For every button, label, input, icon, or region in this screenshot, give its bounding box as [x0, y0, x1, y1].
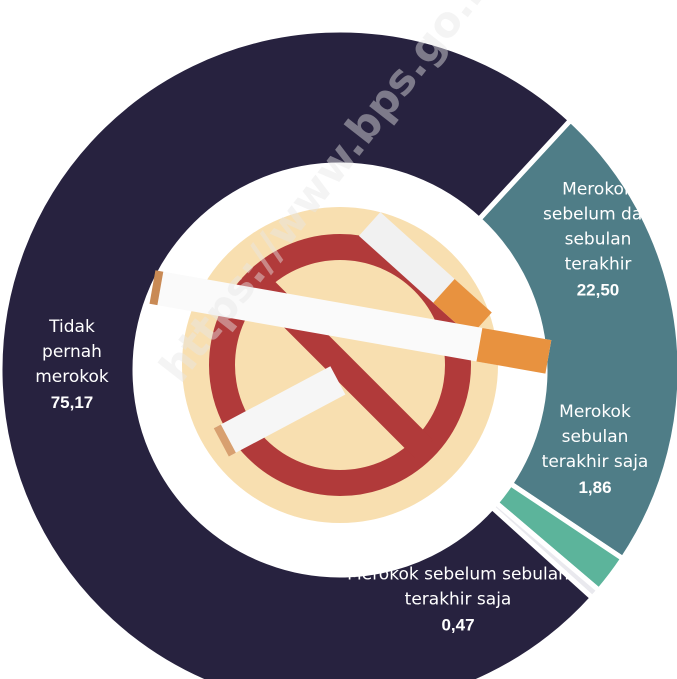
category-name: Merokok sebulan terakhir saja: [541, 402, 649, 472]
category-name: Tidak pernah merokok: [35, 317, 109, 387]
slice-label: Merokok sebelum dan sebulan terakhir 22,5…: [543, 178, 653, 303]
donut-slice: [0, 27, 596, 679]
value-label: 0,47: [441, 615, 475, 635]
category-name: Merokok sebelum sebulan terakhir saja: [347, 564, 569, 610]
category-name: Merokok sebelum dan sebulan terakhir: [543, 179, 654, 275]
value-label: 75,17: [50, 393, 94, 412]
slice-label: Tidak pernah merokok 75,17: [27, 315, 117, 415]
illustration: [149, 207, 552, 523]
slice-label: Merokok sebelum sebulan terakhir saja 0,4…: [338, 563, 578, 638]
donut-slice: [475, 116, 677, 563]
value-label: 1,86: [578, 478, 612, 497]
value-label: 22,50: [576, 280, 620, 300]
slice-label: Merokok sebulan terakhir saja 1,86: [540, 400, 650, 500]
